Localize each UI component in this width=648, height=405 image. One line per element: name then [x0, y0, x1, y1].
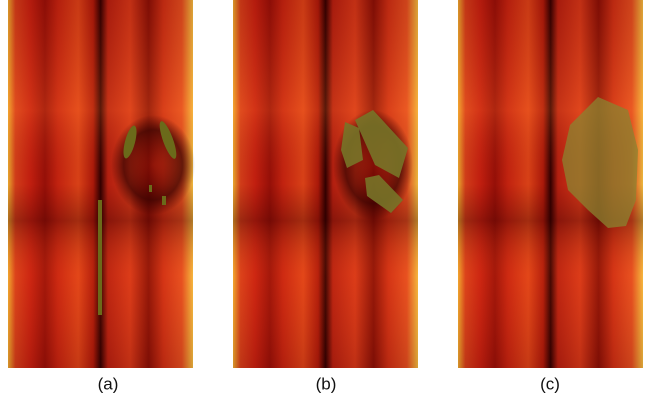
panel-a	[8, 0, 195, 368]
panel-b	[233, 0, 418, 368]
panel-label: (a)	[98, 374, 119, 393]
panel-label: (c)	[540, 374, 560, 393]
figure: (a) (b) (c)	[0, 0, 648, 405]
panel-c	[458, 0, 643, 368]
panel-label: (b)	[316, 374, 337, 393]
